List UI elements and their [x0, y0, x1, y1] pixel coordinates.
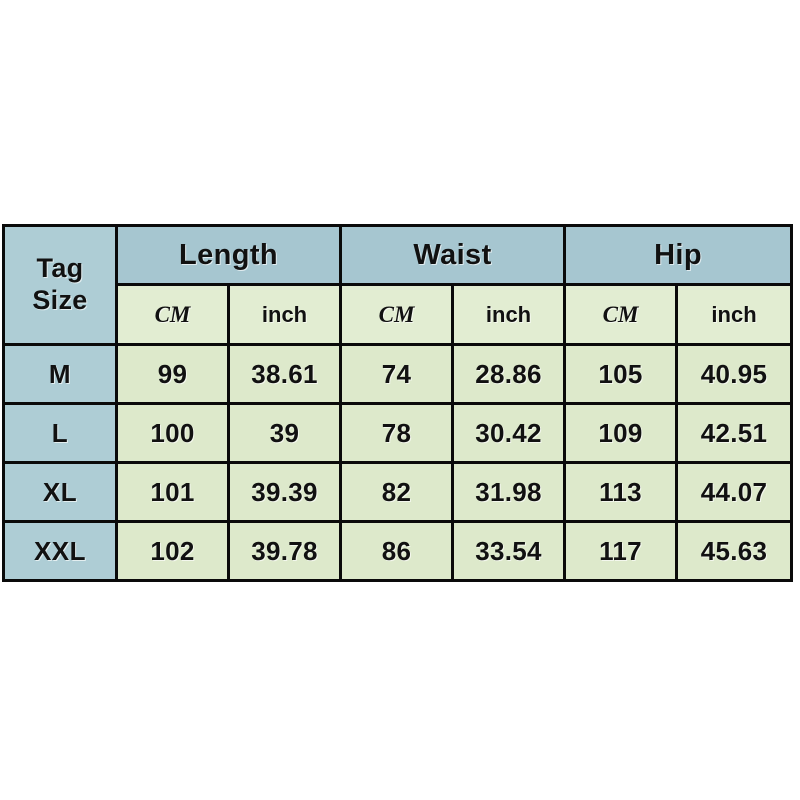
table-row: XL 101 39.39 82 31.98 113 44.07	[2, 461, 794, 523]
size-chart-container: Tag Size Length Waist Hip CM inch CM inc…	[2, 224, 794, 582]
header-unit-waist-inch: inch	[451, 283, 567, 346]
cell-hip-inch: 45.63	[675, 520, 794, 582]
header-tag-size-line-2: Size	[32, 285, 88, 315]
header-unit-hip-inch: inch	[675, 283, 794, 346]
cell-hip-inch: 44.07	[675, 461, 794, 523]
cell-hip-cm: 113	[563, 461, 679, 523]
cell-length-inch: 38.61	[226, 343, 343, 405]
header-tag-size: Tag Size	[2, 224, 118, 346]
cell-hip-inch: 42.51	[675, 402, 794, 464]
table-row: XXL 102 39.78 86 33.54 117 45.63	[2, 520, 794, 582]
cell-length-inch: 39	[226, 402, 343, 464]
cell-size: XXL	[2, 520, 118, 582]
cell-waist-cm: 82	[339, 461, 455, 523]
cell-length-cm: 100	[115, 402, 230, 464]
table-row: M 99 38.61 74 28.86 105 40.95	[2, 343, 794, 405]
cell-length-cm: 102	[115, 520, 230, 582]
table-body: M 99 38.61 74 28.86 105 40.95 L 100 39 7…	[2, 343, 794, 582]
header-unit-row: CM inch CM inch CM inch	[4, 283, 794, 346]
header-tag-size-line-1: Tag	[36, 253, 84, 284]
cell-size: L	[2, 402, 118, 464]
header-group-length: Length	[114, 224, 343, 286]
cell-waist-cm: 74	[339, 343, 455, 405]
header-group-waist: Waist	[339, 224, 567, 286]
cell-hip-cm: 105	[563, 343, 679, 405]
table-header: Tag Size Length Waist Hip CM inch CM inc…	[2, 224, 794, 346]
cell-waist-cm: 86	[339, 520, 455, 582]
header-unit-waist-cm: CM	[339, 283, 455, 346]
cell-length-inch: 39.78	[226, 520, 343, 582]
size-chart-table: Tag Size Length Waist Hip CM inch CM inc…	[2, 224, 794, 582]
header-unit-length-inch: inch	[226, 283, 343, 346]
cell-length-cm: 101	[115, 461, 230, 523]
cell-length-cm: 99	[115, 343, 230, 405]
header-group-row: Tag Size Length Waist Hip	[2, 224, 794, 346]
cell-hip-cm: 109	[563, 402, 679, 464]
header-unit-length-cm: CM	[115, 283, 230, 346]
header-unit-hip-cm: CM	[563, 283, 679, 346]
cell-waist-inch: 30.42	[451, 402, 567, 464]
cell-waist-inch: 28.86	[451, 343, 567, 405]
cell-size: XL	[2, 461, 118, 523]
table-row: L 100 39 78 30.42 109 42.51	[2, 402, 794, 464]
cell-waist-inch: 33.54	[451, 520, 567, 582]
cell-waist-inch: 31.98	[451, 461, 567, 523]
cell-waist-cm: 78	[339, 402, 455, 464]
cell-hip-cm: 117	[563, 520, 679, 582]
cell-length-inch: 39.39	[226, 461, 343, 523]
header-group-hip: Hip	[563, 224, 794, 286]
cell-hip-inch: 40.95	[675, 343, 794, 405]
cell-size: M	[2, 343, 118, 405]
